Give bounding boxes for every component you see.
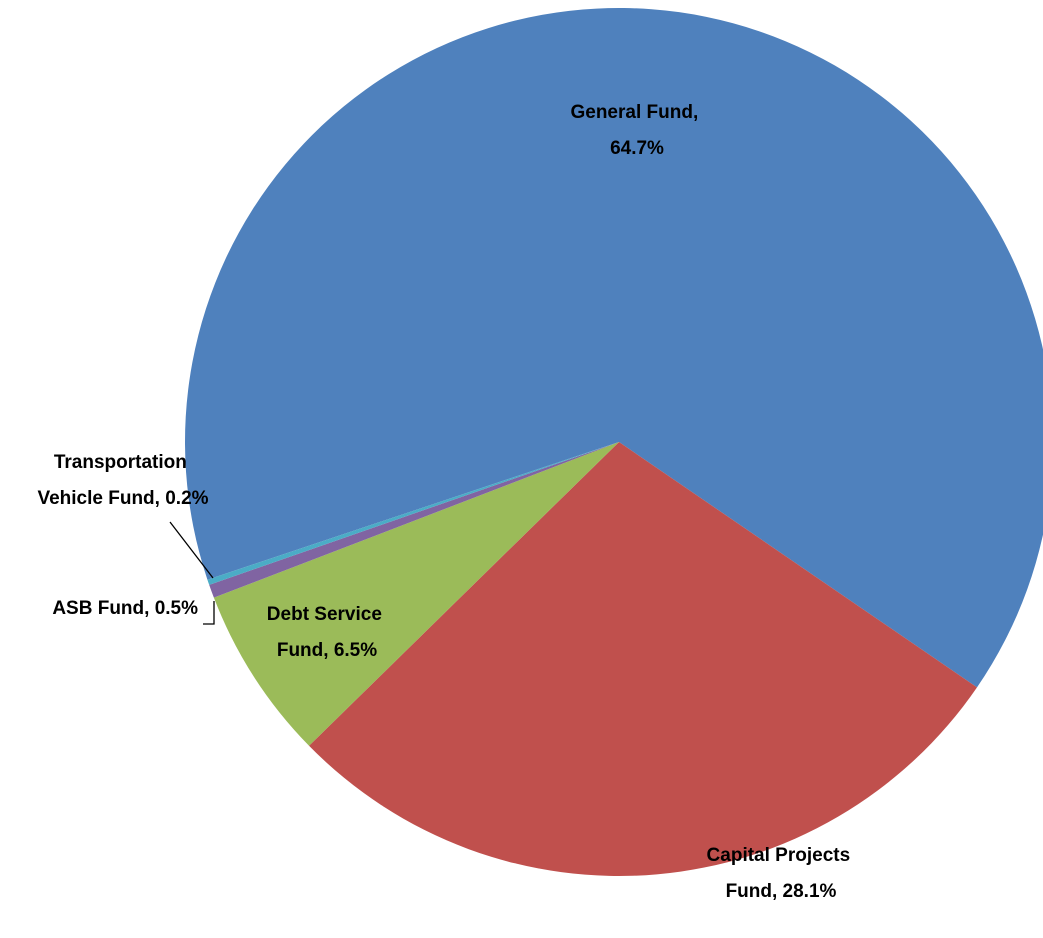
pie-slice [213, 442, 619, 746]
leader-line [203, 601, 215, 625]
data-label: General Fund, 64.7% [570, 102, 703, 159]
pie-slice [207, 442, 619, 585]
slices [185, 8, 1043, 876]
pie-slice [209, 442, 620, 598]
pie-slice [185, 8, 1043, 688]
leader-line [169, 521, 214, 579]
data-label: ASB Fund, 0.5% [52, 598, 198, 619]
data-label: Transportation Vehicle Fund, 0.2% [37, 452, 208, 509]
data-label: Debt Service Fund, 6.5% [267, 604, 387, 661]
pie-slice [309, 442, 978, 876]
data-label: Capital Projects Fund, 28.1% [707, 845, 856, 902]
labels: General Fund, 64.7% Capital Projects Fund… [37, 102, 855, 902]
